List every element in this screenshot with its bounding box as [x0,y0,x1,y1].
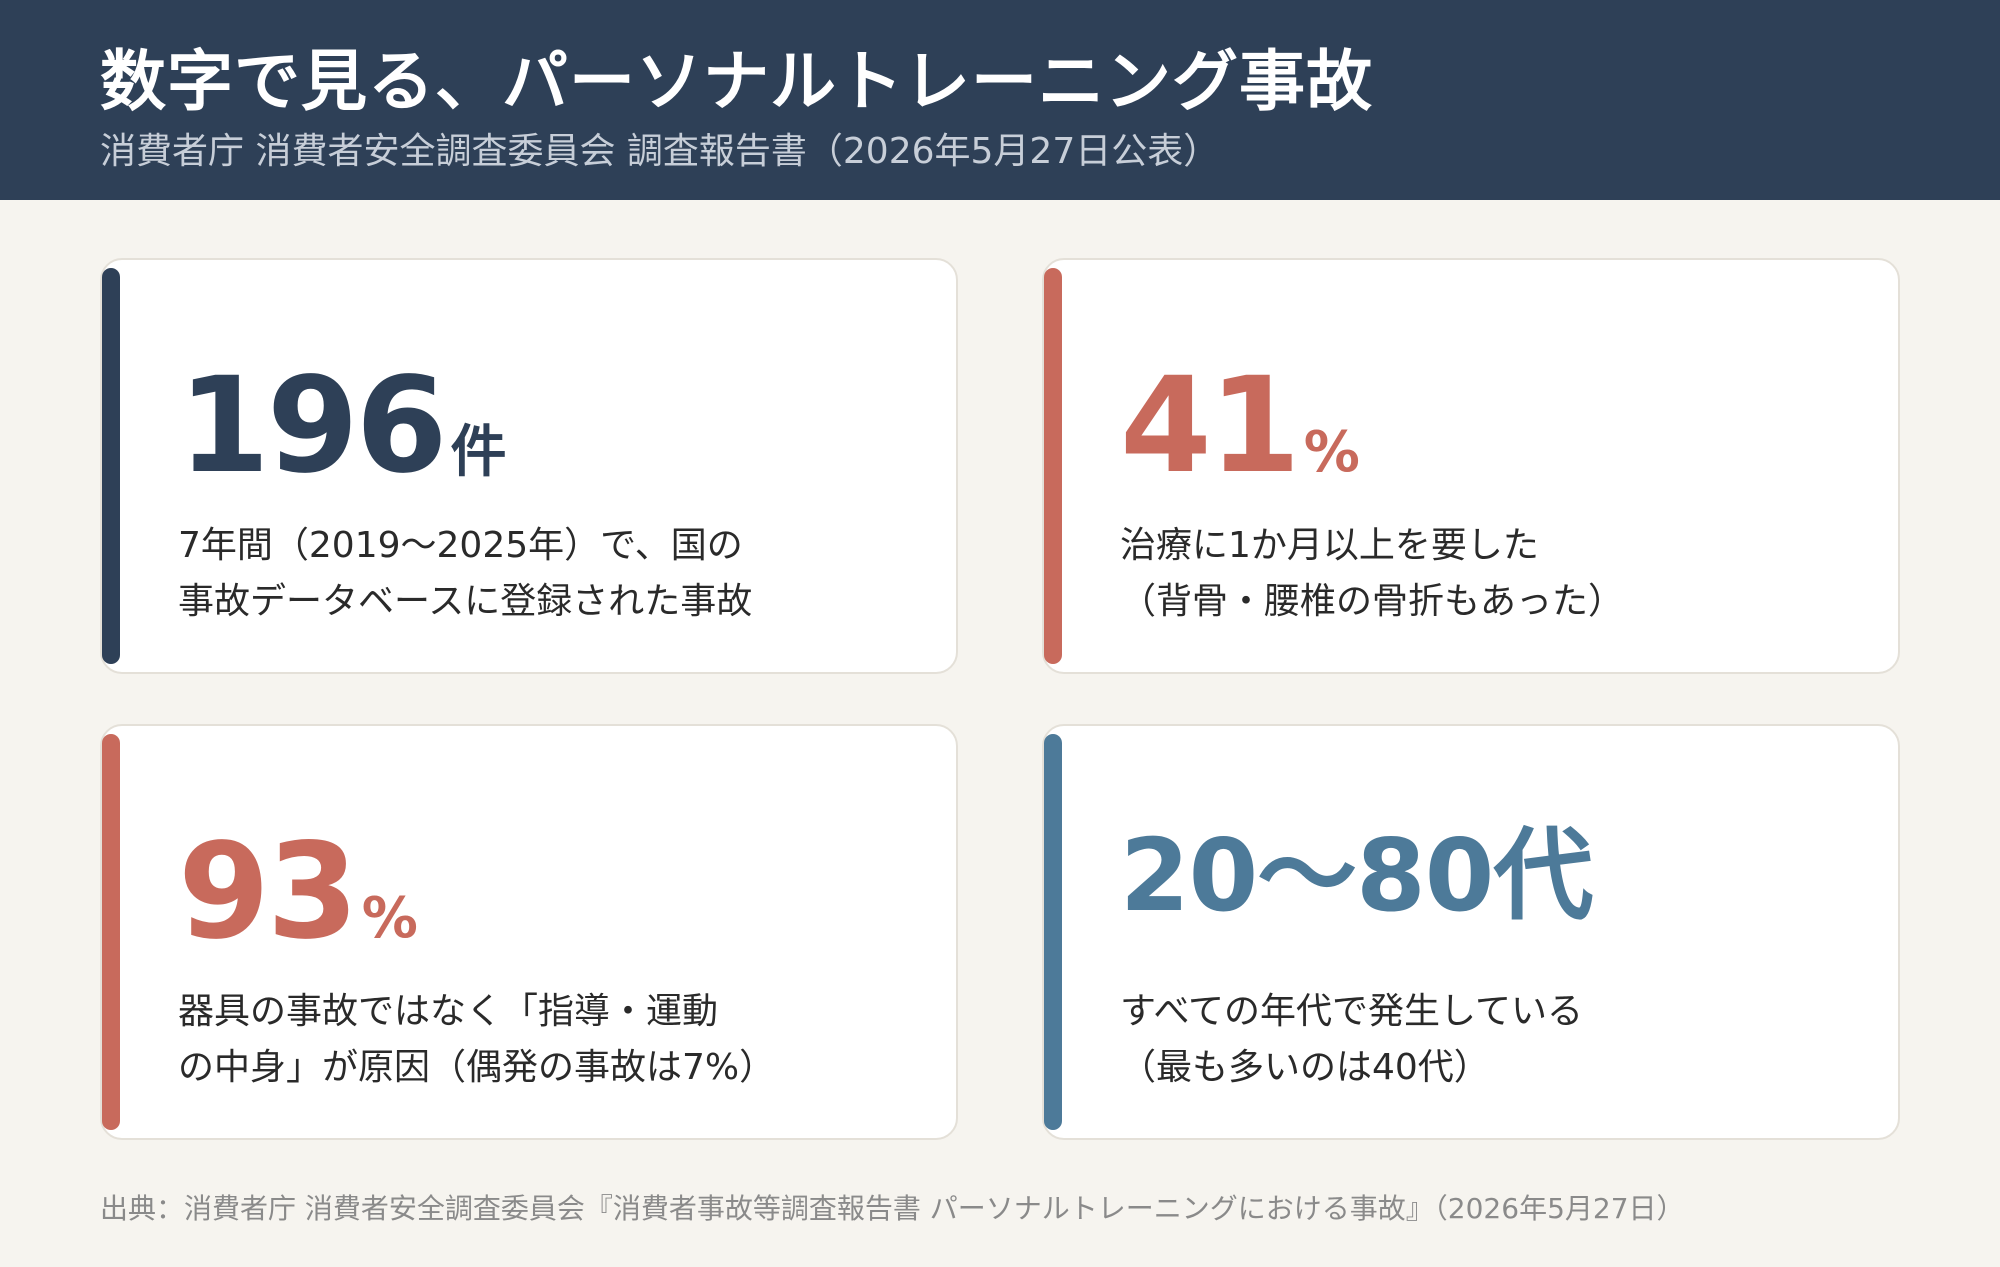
stat-card-age-range: 20〜80代 すべての年代で発生している （最も多いのは40代） [1042,724,1900,1140]
description-line: 治療に1か月以上を要した [1120,525,1539,566]
description-line: の中身」が原因（偶発の事故は7%） [178,1047,776,1088]
stat-number: 41 [1120,349,1301,503]
stat-value: 93% [178,826,418,958]
stat-card-long-treatment: 41% 治療に1か月以上を要した （背骨・腰椎の骨折もあった） [1042,258,1900,674]
stat-value: 20〜80代 [1120,826,1598,926]
card-accent-bar [1044,268,1062,664]
stat-description: 治療に1か月以上を要した （背骨・腰椎の骨折もあった） [1120,518,1624,630]
stat-value: 41% [1120,360,1360,492]
description-line: すべての年代で発生している [1120,991,1583,1032]
description-line: 器具の事故ではなく「指導・運動 [178,991,719,1032]
stat-description: 器具の事故ではなく「指導・運動 の中身」が原因（偶発の事故は7%） [178,984,775,1096]
card-accent-bar [102,734,120,1130]
stat-value: 196 件 [178,360,507,492]
card-accent-bar [102,268,120,664]
header-banner: 数字で見る、パーソナルトレーニング事故 消費者庁 消費者安全調査委員会 調査報告… [0,0,2000,200]
description-line: （背骨・腰椎の骨折もあった） [1120,581,1625,622]
page-title: 数字で見る、パーソナルトレーニング事故 [100,43,1373,120]
stat-card-accident-count: 196 件 7年間（2019〜2025年）で、国の 事故データベースに登録された事… [100,258,958,674]
description-line: （最も多いのは40代） [1120,1047,1490,1088]
stat-number: 93 [178,815,359,969]
stat-number: 196 [178,349,448,503]
source-citation: 出典：消費者庁 消費者安全調査委員会『消費者事故等調査報告書 パーソナルトレーニ… [100,1192,1685,1225]
page-subtitle: 消費者庁 消費者安全調査委員会 調査報告書（2026年5月27日公表） [100,131,1220,172]
stat-number: 20〜80代 [1120,817,1593,934]
stat-description: すべての年代で発生している （最も多いのは40代） [1120,984,1583,1096]
stat-unit: 件 [450,420,507,485]
card-accent-bar [1044,734,1062,1130]
description-line: 7年間（2019〜2025年）で、国の [178,525,743,566]
description-line: 事故データベースに登録された事故 [178,581,753,622]
stat-description: 7年間（2019〜2025年）で、国の 事故データベースに登録された事故 [178,518,752,630]
stat-card-cause: 93% 器具の事故ではなく「指導・運動 の中身」が原因（偶発の事故は7%） [100,724,958,1140]
stat-unit: % [1303,420,1360,485]
stat-unit: % [361,886,418,951]
